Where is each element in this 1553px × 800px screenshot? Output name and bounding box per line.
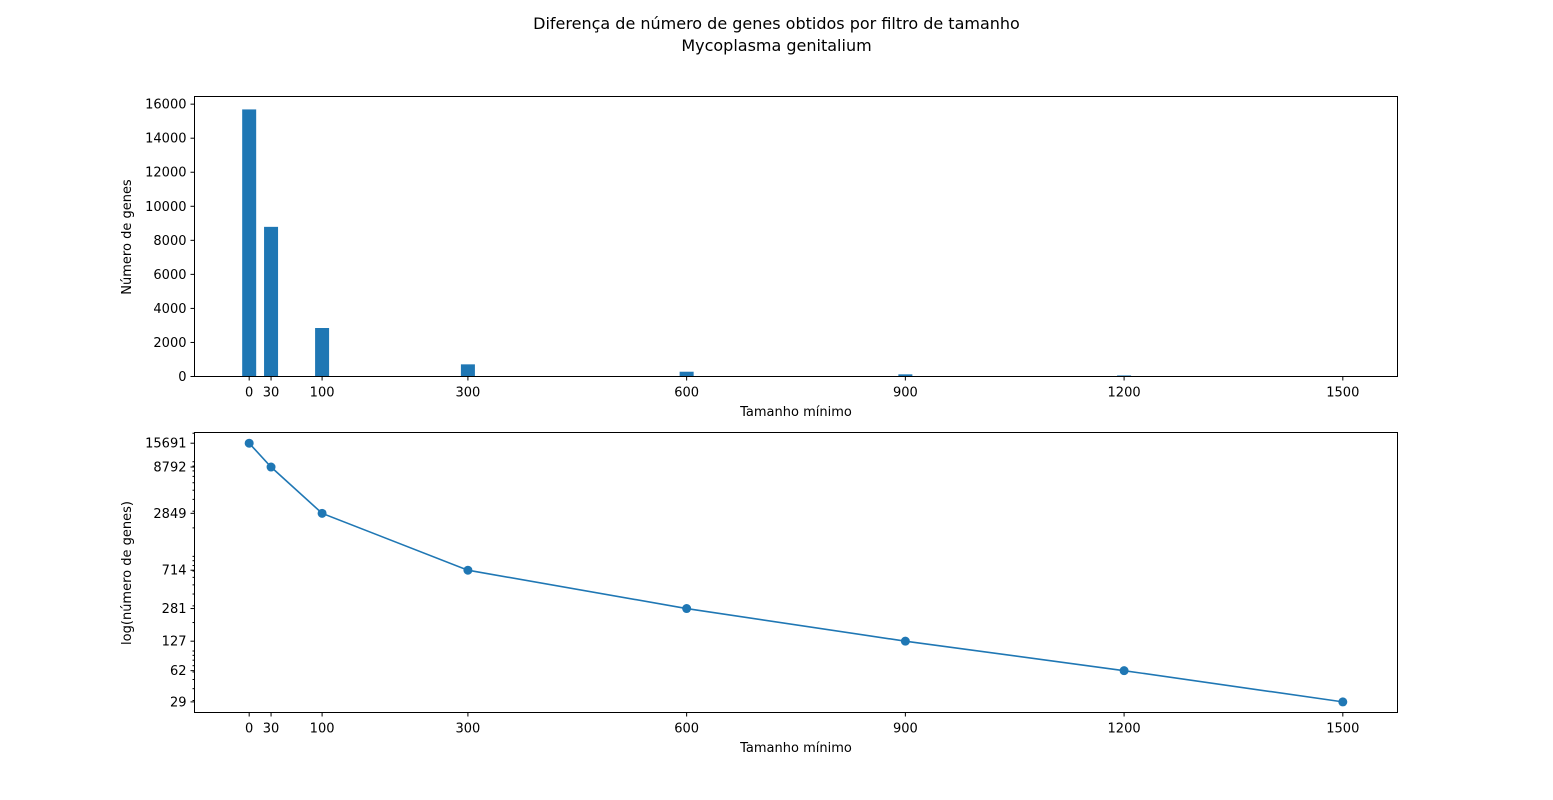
line-series [244, 438, 1348, 707]
data-point [900, 636, 910, 646]
data-point [463, 565, 473, 575]
y-tick-label: 12000 [145, 166, 186, 181]
bar-y-axis-label: Número de genes [120, 179, 135, 295]
line-y-axis-label: log(número de genes) [120, 501, 135, 645]
y-tick-label: 8792 [153, 461, 186, 476]
data-point [266, 462, 276, 472]
x-tick-label: 0 [245, 722, 253, 737]
x-tick-label: 900 [893, 386, 918, 401]
x-tick-label: 300 [455, 386, 480, 401]
line-chart-frame [194, 432, 1398, 713]
bar-chart-frame [194, 96, 1398, 377]
x-tick-label: 100 [310, 722, 335, 737]
line-x-axis-label: Tamanho mínimo [739, 741, 852, 756]
y-tick-label: 281 [162, 602, 187, 617]
line-chart: 0 30 100 300 600 900 1200 1500 29 62 127 281 714 284… [120, 432, 1398, 756]
x-tick-label: 900 [893, 722, 918, 737]
y-tick-label: 2000 [153, 336, 186, 351]
bar [242, 109, 257, 377]
y-tick-label: 14000 [145, 132, 186, 147]
x-tick-label: 30 [263, 722, 280, 737]
bar-y-axis: 0 2000 4000 6000 8000 10000 12000 14000 16000 [145, 98, 195, 385]
data-point [682, 604, 692, 614]
line-x-axis: 0 30 100 300 600 900 1200 1500 [245, 712, 1359, 737]
x-tick-label: 100 [310, 386, 335, 401]
bar [264, 226, 279, 377]
x-tick-label: 300 [455, 722, 480, 737]
bar [1117, 375, 1132, 377]
y-tick-label: 15691 [145, 437, 186, 452]
y-tick-label: 714 [162, 564, 187, 579]
bar [898, 374, 913, 377]
figure-subtitle: Mycoplasma genitalium [681, 36, 871, 55]
bar-chart: 0 30 100 300 600 900 1200 1500 0 2000 4000 6000 800… [120, 96, 1398, 420]
y-tick-label: 4000 [153, 302, 186, 317]
y-tick-label: 10000 [145, 200, 186, 215]
y-tick-label: 6000 [153, 268, 186, 283]
series-line [248, 442, 1343, 703]
x-tick-label: 600 [674, 722, 699, 737]
bar [460, 364, 475, 377]
bar [679, 371, 694, 377]
y-tick-label: 0 [178, 370, 186, 385]
data-point [1338, 697, 1348, 707]
line-y-axis: 29 62 127 281 714 2849 8792 15691 [145, 432, 195, 710]
bar [315, 328, 330, 377]
y-tick-label: 2849 [153, 507, 186, 522]
x-tick-label: 1200 [1108, 722, 1141, 737]
x-tick-label: 600 [674, 386, 699, 401]
x-tick-label: 1200 [1108, 386, 1141, 401]
data-point [1119, 666, 1129, 676]
figure-title: Diferença de número de genes obtidos por… [533, 14, 1020, 33]
x-tick-label: 1500 [1326, 722, 1359, 737]
bar-series [242, 109, 1350, 377]
y-tick-label: 62 [170, 664, 187, 679]
y-tick-label: 8000 [153, 234, 186, 249]
y-tick-label: 29 [170, 695, 187, 710]
data-point [244, 438, 254, 448]
y-tick-label: 16000 [145, 98, 186, 113]
bar-x-axis: 0 30 100 300 600 900 1200 1500 [245, 376, 1359, 401]
data-point [317, 508, 327, 518]
x-tick-label: 0 [245, 386, 253, 401]
x-tick-label: 1500 [1326, 386, 1359, 401]
bar-x-axis-label: Tamanho mínimo [739, 405, 852, 420]
x-tick-label: 30 [263, 386, 280, 401]
y-tick-label: 127 [162, 635, 187, 650]
